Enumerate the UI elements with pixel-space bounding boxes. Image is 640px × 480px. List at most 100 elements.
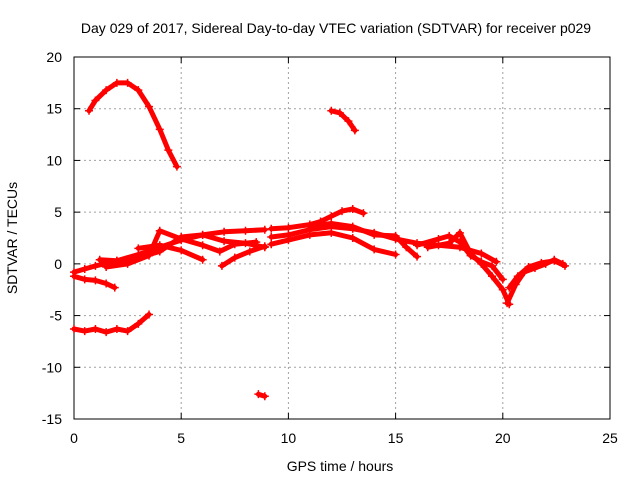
data-point (145, 102, 154, 111)
y-tick-label: 10 (46, 152, 62, 168)
data-point (198, 255, 207, 264)
data-point (177, 246, 186, 255)
data-point (95, 255, 104, 264)
data-point (134, 86, 143, 95)
data-point (230, 253, 239, 262)
data-point (466, 249, 475, 258)
series-arc-4 (254, 390, 269, 401)
data-point (123, 78, 132, 87)
x-tick-label: 25 (602, 430, 618, 446)
data-point (102, 262, 111, 271)
data-point (91, 325, 100, 334)
series-arc-10 (217, 242, 269, 270)
y-tick-label: 0 (54, 256, 62, 272)
data-point (112, 78, 121, 87)
data-point (217, 261, 226, 270)
data-point (348, 205, 357, 214)
data-point (445, 231, 454, 240)
data-point (70, 268, 78, 277)
data-point (220, 227, 229, 236)
data-point (327, 212, 336, 221)
data-point (254, 390, 263, 399)
data-point (423, 243, 432, 252)
data-point (145, 310, 154, 319)
data-point (267, 224, 276, 233)
series-arc-15 (413, 231, 507, 284)
data-point (155, 226, 164, 235)
series-trace (425, 230, 512, 307)
data-point (477, 259, 486, 268)
x-tick-label: 20 (495, 430, 511, 446)
data-point (537, 258, 546, 267)
data-point (155, 125, 164, 134)
data-point (123, 259, 132, 268)
data-point (488, 272, 497, 281)
series-trace (328, 108, 358, 133)
data-point (498, 285, 507, 294)
tick-layer: 0 5 10 15 20 25 -15 -10 -5 0 5 10 15 20 (42, 49, 618, 446)
data-point (102, 279, 111, 288)
data-point (335, 108, 344, 117)
data-point (155, 241, 164, 250)
data-point (503, 299, 512, 308)
data-point (215, 247, 224, 256)
data-point (370, 245, 379, 254)
data-point (284, 223, 293, 232)
chart-title: Day 029 of 2017, Sidereal Day-to-day VTE… (81, 20, 591, 36)
data-point (524, 262, 533, 271)
series-layer (70, 78, 569, 401)
y-tick-label: 15 (46, 101, 62, 117)
data-point (370, 230, 379, 239)
data-point (455, 228, 464, 237)
data-point (327, 228, 336, 237)
series-arc-2 (327, 106, 359, 135)
data-point (110, 283, 119, 292)
data-point (445, 239, 454, 248)
data-point (434, 235, 443, 244)
series-trace (135, 242, 206, 263)
series-arc-16 (423, 228, 514, 309)
data-point (252, 238, 261, 247)
series-trace (219, 243, 268, 269)
x-tick-label: 15 (388, 430, 404, 446)
data-point (164, 146, 173, 155)
data-point (260, 242, 269, 251)
data-point (134, 244, 143, 253)
y-tick-label: -10 (42, 359, 62, 375)
data-point (145, 251, 154, 260)
data-point (260, 392, 269, 401)
data-point (112, 325, 121, 334)
x-tick-label: 5 (177, 430, 185, 446)
series-arc-7 (95, 230, 269, 265)
y-tick-label: -5 (50, 308, 63, 324)
series-arc-5 (70, 272, 119, 292)
data-point (350, 126, 359, 135)
data-point (348, 234, 357, 242)
data-point (413, 252, 422, 261)
data-point (267, 232, 276, 241)
data-point (498, 275, 507, 284)
x-axis-label: GPS time / hours (287, 458, 394, 474)
series-arc-18 (505, 256, 569, 292)
series-arc-13 (267, 228, 400, 259)
data-point (402, 243, 411, 252)
data-point (198, 230, 207, 239)
y-tick-label: 5 (54, 204, 62, 220)
data-point (220, 237, 229, 246)
x-tick-label: 0 (70, 430, 78, 446)
data-point (560, 261, 569, 270)
data-point (359, 209, 368, 218)
series-arc-1 (85, 78, 181, 171)
x-tick-label: 10 (281, 430, 297, 446)
y-axis-label: SDTVAR / TECUs (4, 182, 20, 294)
data-point (198, 241, 207, 250)
series-arc-11 (267, 205, 368, 233)
data-point (305, 222, 314, 231)
series-trace (506, 258, 568, 291)
data-point (177, 235, 186, 244)
data-point (91, 96, 100, 105)
data-point (513, 272, 522, 281)
data-point (80, 275, 89, 284)
data-point (284, 236, 293, 245)
